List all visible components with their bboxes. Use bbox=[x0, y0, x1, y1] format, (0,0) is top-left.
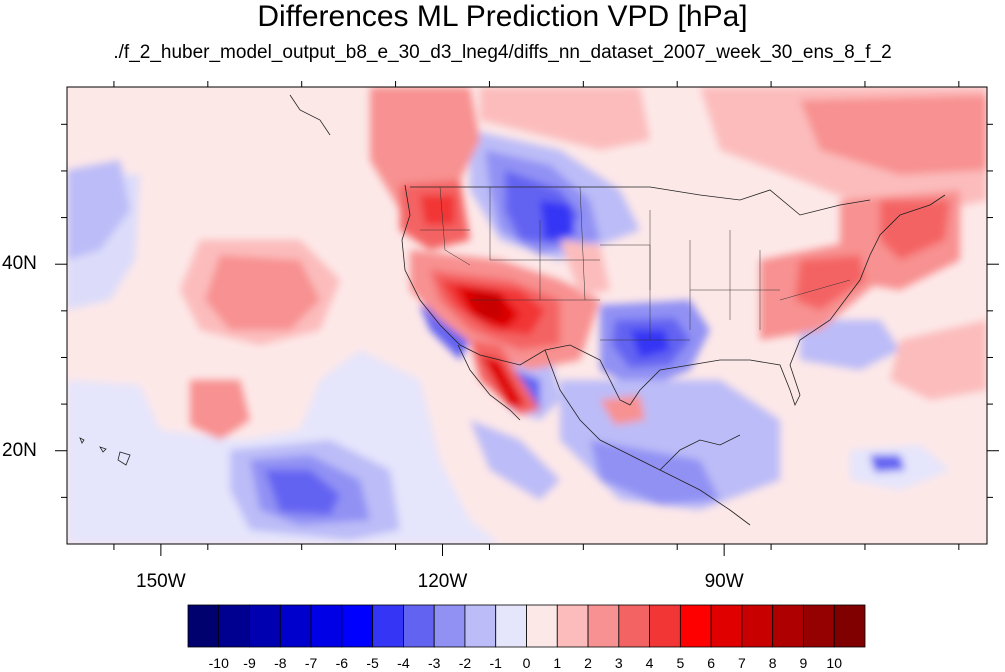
lat-label-20n: 20N bbox=[2, 439, 37, 461]
colorbar-box bbox=[433, 604, 466, 648]
colorbar-box bbox=[310, 604, 343, 648]
colorbar-label: -2 bbox=[458, 655, 472, 671]
colorbar-box bbox=[403, 604, 435, 648]
colorbar-box bbox=[249, 604, 281, 648]
colorbar-label: 6 bbox=[707, 655, 716, 671]
colorbar-box bbox=[218, 604, 250, 648]
colorbar-box bbox=[710, 604, 743, 648]
colorbar-label: 3 bbox=[614, 655, 623, 671]
lon-label-120w: 120W bbox=[417, 571, 468, 592]
colorbar-label: -9 bbox=[243, 655, 256, 671]
colorbar-label: 7 bbox=[738, 655, 746, 671]
colorbar-label: -7 bbox=[304, 655, 318, 671]
colorbar-label: 8 bbox=[768, 655, 777, 671]
colorbar-box bbox=[741, 604, 774, 648]
map-frame bbox=[66, 86, 988, 545]
state-borders bbox=[420, 186, 851, 341]
map-subtitle: ./f_2_huber_model_output_b8_e_30_d3_lneg… bbox=[113, 42, 892, 63]
colorbar-box bbox=[464, 604, 497, 648]
anomaly-field bbox=[67, 87, 987, 544]
colorbar-box bbox=[526, 604, 558, 648]
hawaii-islands bbox=[79, 437, 131, 466]
colorbar-box bbox=[556, 604, 589, 648]
colorbar-box bbox=[618, 604, 650, 648]
coastline-outline bbox=[289, 94, 946, 526]
colorbar-box bbox=[649, 604, 681, 648]
colorbar-label: -10 bbox=[208, 655, 229, 671]
colorbar-label: -3 bbox=[427, 655, 441, 671]
colorbar-label: 5 bbox=[676, 655, 685, 671]
colorbar-box bbox=[341, 604, 374, 648]
colorbar-box bbox=[495, 604, 527, 648]
lon-label-150w: 150W bbox=[136, 571, 186, 592]
colorbar-label: 4 bbox=[645, 655, 654, 671]
colorbar-label: -1 bbox=[489, 655, 502, 671]
colorbar-box bbox=[833, 604, 866, 648]
colorbar-box bbox=[772, 604, 804, 648]
axis-ticks bbox=[55, 81, 999, 556]
colorbar-label: 9 bbox=[799, 655, 808, 671]
colorbar-box bbox=[803, 604, 835, 648]
colorbar-label: -4 bbox=[397, 655, 410, 671]
lon-label-90w: 90W bbox=[704, 571, 744, 592]
colorbar-box bbox=[679, 604, 712, 648]
colorbar-box bbox=[187, 604, 220, 648]
colorbar-box bbox=[372, 604, 404, 648]
colorbar-label: 1 bbox=[553, 655, 562, 671]
map-title: Differences ML Prediction VPD [hPa] bbox=[257, 0, 748, 33]
colorbar-label: -5 bbox=[366, 655, 379, 671]
colorbar-label: 0 bbox=[522, 655, 531, 671]
colorbar-label: -8 bbox=[274, 655, 287, 671]
colorbar-label: -6 bbox=[335, 655, 349, 671]
lat-label-40n: 40N bbox=[2, 253, 37, 275]
colorbar-box bbox=[279, 604, 312, 648]
colorbar-box bbox=[587, 604, 620, 648]
colorbar-label: 2 bbox=[584, 655, 592, 671]
colorbar-label: 10 bbox=[826, 655, 842, 671]
